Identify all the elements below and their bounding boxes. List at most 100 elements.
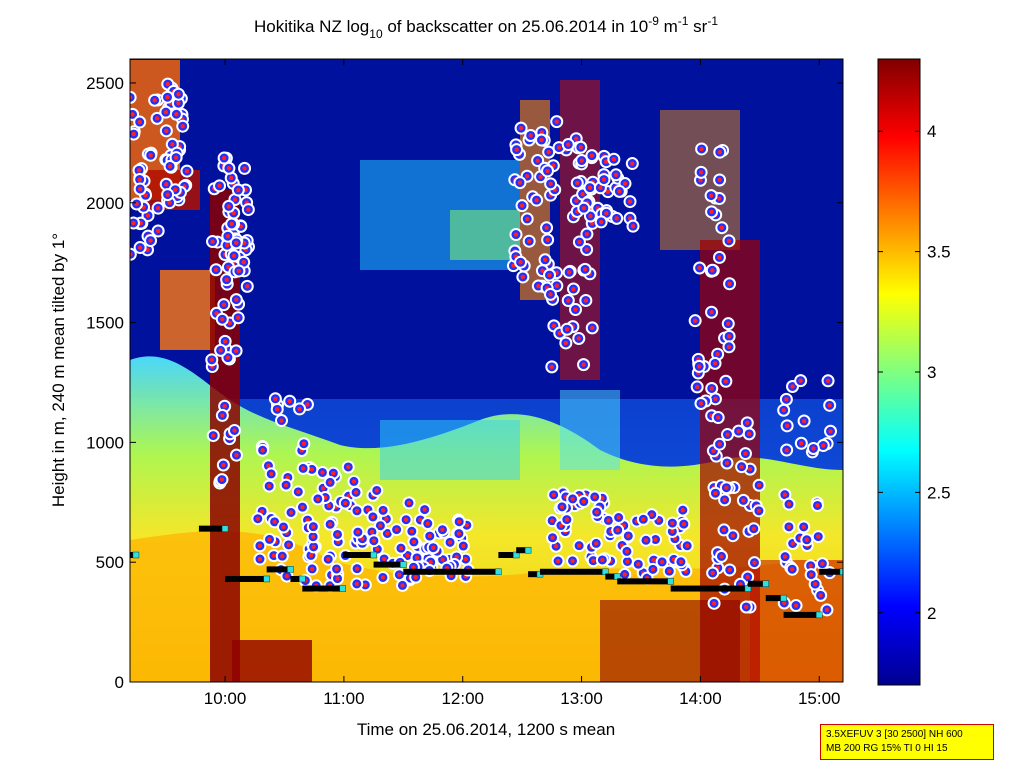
cloud-marker-core [576, 336, 581, 341]
cloud-marker-core [209, 357, 215, 363]
cloud-marker-core [225, 234, 231, 239]
x-axis: 10:00 11:00 12:00 13:00 14:00 15:00 [204, 59, 841, 708]
cloud-marker-core [784, 423, 790, 429]
cloud-marker-core [622, 572, 627, 577]
cloud-marker-core [130, 95, 133, 100]
mixing-layer-segment [605, 573, 618, 580]
cloud-marker-core [221, 302, 227, 307]
cloud-marker-core [326, 503, 332, 509]
cloud-marker-core [656, 518, 661, 523]
cloud-marker-core [808, 563, 813, 568]
cloud-marker-core [548, 181, 553, 187]
mixing-layer-steps [130, 525, 843, 619]
x-tick-label: 14:00 [679, 689, 722, 708]
cloud-marker-core [790, 384, 795, 389]
mixing-layer-segment [290, 575, 303, 582]
cloud-marker-core [801, 418, 807, 424]
colorbar-tick-label: 4 [927, 122, 936, 141]
cloud-marker-core [300, 466, 306, 471]
cloud-marker-core [301, 441, 307, 446]
cloud-marker-core [221, 462, 226, 468]
cloud-marker-core [751, 526, 756, 531]
cloud-marker-core [351, 479, 357, 484]
cloud-marker-core [730, 533, 736, 538]
cloud-marker-core [723, 379, 729, 384]
cloud-marker-core [267, 537, 272, 542]
cloud-marker-core [305, 402, 310, 407]
cloud-marker-core [456, 519, 462, 524]
cloud-marker-core [137, 186, 143, 192]
cloud-marker-core [365, 507, 371, 513]
mixing-layer-marker [400, 561, 407, 568]
cloud-marker-core [627, 216, 633, 221]
cloud-marker-core [148, 153, 153, 158]
cloud-marker-core [454, 554, 459, 560]
mixing-layer-marker [299, 575, 306, 583]
cloud-detection-markers [130, 77, 838, 617]
cloud-marker-core [617, 189, 622, 194]
cloud-marker-core [422, 507, 427, 512]
cloud-marker-core [721, 527, 727, 533]
cloud-marker-core [583, 298, 589, 303]
y-tick-label: 2000 [86, 194, 124, 213]
cloud-marker-core [285, 475, 291, 480]
cloud-marker-core [627, 199, 633, 204]
cloud-marker-core [536, 283, 541, 289]
cloud-marker-core [335, 532, 340, 537]
cloud-marker-core [246, 207, 251, 212]
cloud-marker-core [711, 448, 716, 453]
cloud-marker-core [557, 330, 562, 336]
mixing-layer-marker [287, 566, 294, 573]
cloud-marker-core [222, 404, 227, 409]
cloud-marker-core [798, 378, 803, 383]
cloud-marker-core [431, 545, 436, 550]
cloud-marker-core [594, 509, 599, 515]
cloud-marker-core [164, 128, 169, 134]
mixing-layer-segment [783, 611, 820, 618]
cloud-marker-core [564, 517, 570, 522]
chart-title: Hokitika NZ log10 of backscatter on 25.0… [254, 14, 718, 41]
cloud-marker-core [825, 378, 831, 383]
cloud-marker-core [784, 397, 789, 402]
cloud-marker-core [551, 492, 556, 498]
cloud-marker-core [173, 155, 179, 160]
cloud-marker-core [736, 428, 741, 434]
cloud-marker-core [726, 238, 732, 244]
cloud-marker-core [784, 447, 789, 453]
cloud-marker-core [594, 541, 599, 546]
cloud-marker-core [566, 142, 571, 147]
mixing-layer-segment [747, 580, 766, 587]
cloud-marker-core [260, 448, 265, 453]
cloud-marker-core [587, 185, 593, 190]
cloud-marker-core [143, 193, 148, 198]
cloud-marker-core [176, 92, 181, 97]
cloud-marker-core [378, 523, 383, 528]
cloud-marker-core [308, 553, 314, 558]
cloud-marker-core [165, 81, 170, 87]
cloud-marker-core [615, 527, 620, 533]
cloud-marker-core [236, 187, 241, 193]
cloud-marker-core [613, 172, 619, 178]
heatmap-area [130, 59, 843, 682]
cloud-marker-core [155, 228, 161, 234]
cloud-marker-core [574, 198, 579, 203]
cloud-marker-core [164, 182, 169, 187]
cloud-marker-core [600, 496, 605, 501]
cloud-marker-core [709, 386, 714, 391]
cloud-marker-core [747, 466, 753, 472]
cloud-marker-core [219, 477, 225, 482]
cloud-marker-core [556, 145, 562, 150]
cloud-marker-core [165, 95, 170, 100]
cloud-marker-core [354, 566, 360, 571]
cloud-marker-core [354, 581, 359, 587]
cloud-marker-core [370, 514, 376, 520]
cloud-marker-core [224, 277, 229, 282]
cloud-marker-core [712, 361, 718, 366]
cloud-marker-core [375, 546, 380, 552]
cloud-marker-core [667, 568, 672, 574]
cloud-marker-core [286, 542, 291, 548]
cloud-marker-core [786, 501, 792, 507]
cloud-marker-core [517, 180, 523, 185]
cloud-marker-core [514, 147, 519, 152]
cloud-marker-core [346, 464, 351, 470]
